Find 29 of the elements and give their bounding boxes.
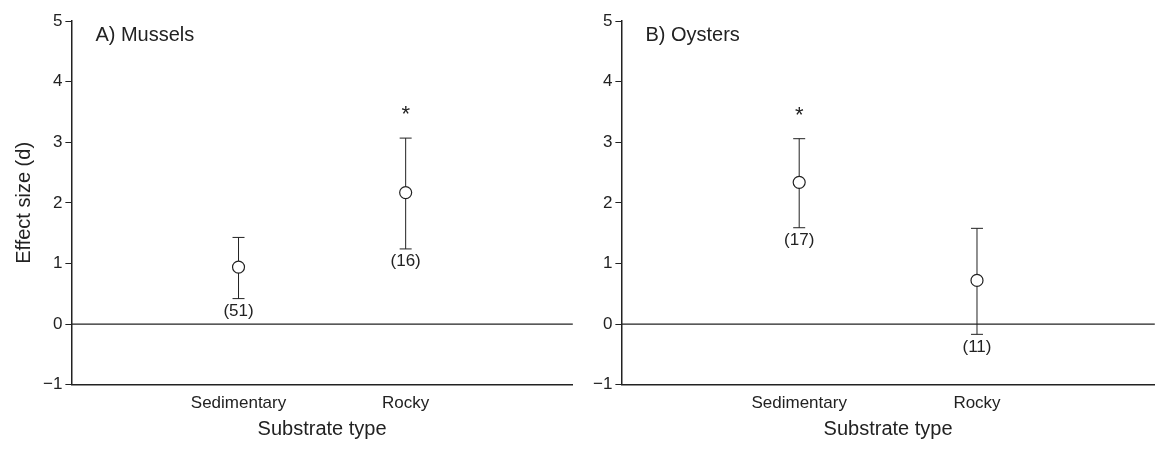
y-tick-label: 2	[602, 192, 613, 212]
x-tick-label: Sedimentary	[190, 393, 287, 413]
y-tick-label: −1	[42, 374, 63, 394]
y-tick-label: 3	[52, 132, 63, 152]
annotation: (16)	[390, 251, 421, 271]
y-tick-label: 1	[52, 253, 63, 273]
x-tick-label: Rocky	[382, 393, 430, 413]
y-tick-label: 4	[602, 71, 613, 91]
chart-title: A) Mussels	[95, 22, 195, 45]
chart-title: B) Oysters	[645, 22, 740, 45]
annotation: *	[794, 101, 804, 127]
x-tick-label: Rocky	[953, 393, 1002, 413]
annotation: (17)	[784, 229, 815, 249]
annotation: *	[401, 101, 411, 127]
annotation: (51)	[223, 300, 254, 320]
y-tick-label: 5	[602, 10, 613, 30]
x-axis-title: Substrate type	[257, 416, 387, 439]
x-axis-title: Substrate type	[823, 416, 953, 439]
y-tick-label: 1	[602, 253, 613, 273]
y-tick-label: 0	[52, 313, 63, 333]
y-axis-title: Effect size (d)	[11, 141, 34, 264]
y-tick-label: 3	[602, 132, 613, 152]
y-tick-label: 4	[52, 71, 63, 91]
y-tick-label: −1	[592, 374, 613, 394]
y-tick-label: 5	[52, 10, 63, 30]
x-tick-label: Sedimentary	[751, 393, 848, 413]
annotation: (11)	[962, 336, 992, 356]
y-tick-label: 0	[602, 313, 613, 333]
y-tick-label: 2	[52, 192, 63, 212]
